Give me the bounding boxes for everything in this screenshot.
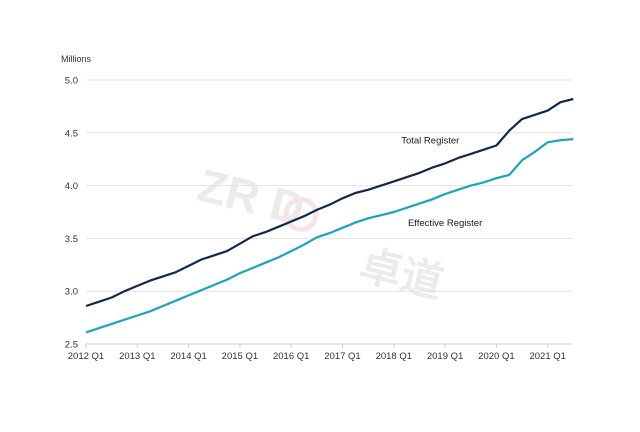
series-label: Effective Register [408, 218, 482, 229]
y-tick-label: 4.0 [65, 181, 78, 192]
y-tick-label: 2.5 [65, 340, 78, 351]
watermark: ZR D 卓道 [193, 159, 448, 307]
y-tick-label: 4.5 [65, 128, 78, 139]
x-tick-label: 2019 Q1 [427, 351, 463, 362]
watermark-logo-icon [283, 196, 319, 232]
x-tick-label: 2012 Q1 [68, 351, 104, 362]
x-tick-label: 2014 Q1 [170, 351, 206, 362]
x-tick-label: 2020 Q1 [478, 351, 514, 362]
x-tick-label: 2013 Q1 [119, 351, 155, 362]
series-label: Total Register [401, 136, 459, 147]
y-tick-label: 3.5 [65, 234, 78, 245]
y-tick-label: 5.0 [65, 76, 78, 87]
x-axis-ticks: 2012 Q1 2013 Q1 2014 Q1 2015 Q1 2016 Q1 2017 … [68, 344, 566, 362]
x-tick-label: 2021 Q1 [529, 351, 565, 362]
series-line-total-register [85, 97, 574, 308]
y-axis-ticks: 2.5 3.0 3.5 4.0 4.5 5.0 [65, 76, 78, 351]
x-tick-label: 2018 Q1 [376, 351, 412, 362]
gridlines [86, 79, 572, 292]
x-tick-label: 2015 Q1 [222, 351, 258, 362]
watermark-cjk: 卓道 [355, 241, 448, 307]
y-tick-label: 3.0 [65, 287, 78, 298]
x-tick-label: 2017 Q1 [324, 351, 360, 362]
series-lines [85, 97, 574, 334]
y-axis-unit-label: Millions [61, 54, 92, 64]
series-labels: Total Register Effective Register [401, 136, 482, 229]
x-tick-label: 2016 Q1 [273, 351, 309, 362]
series-line-effective-register [85, 138, 574, 334]
